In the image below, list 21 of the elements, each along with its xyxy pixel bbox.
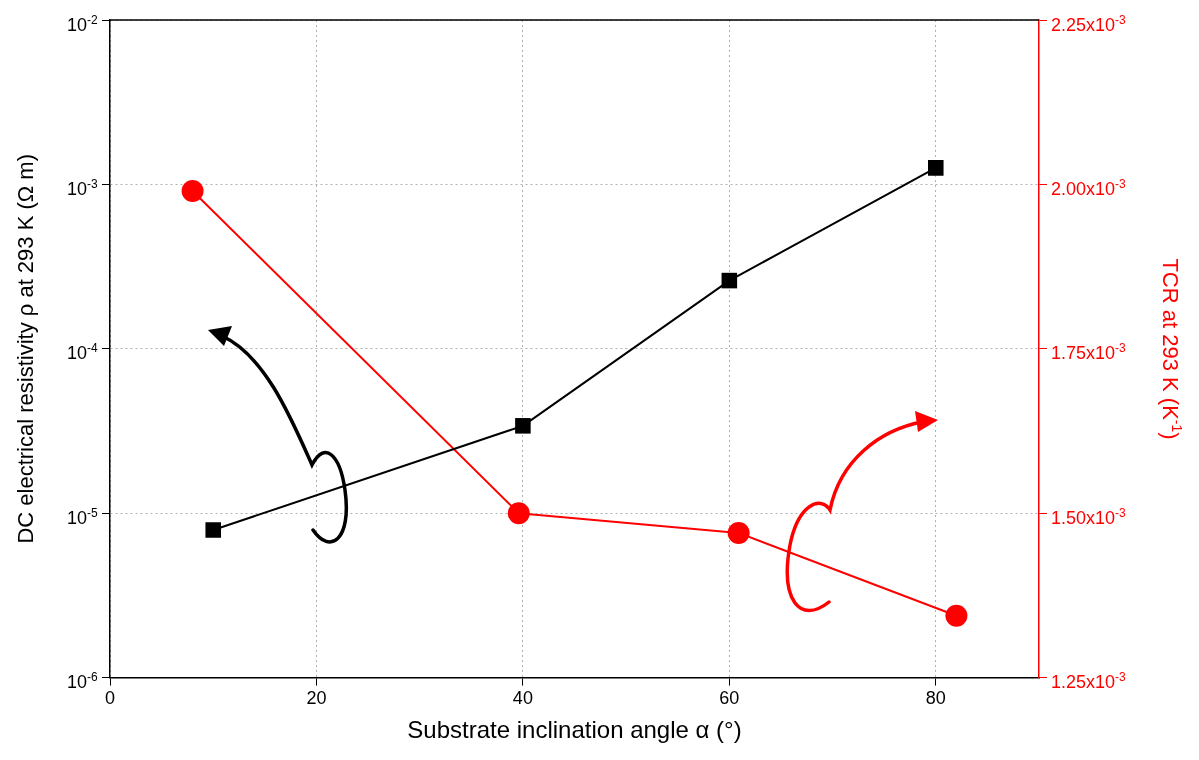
- point: [928, 160, 944, 176]
- x-tick-label: 40: [512, 688, 533, 709]
- y-tick-label: 10$^{-2}$: [67, 11, 98, 35]
- y-tick-label: 10$^{-4}$: [67, 340, 98, 364]
- y-tick-label: 10$^{-6}$: [67, 669, 98, 693]
- point: [721, 272, 738, 289]
- point: [205, 522, 221, 538]
- y2-tick-label: 2.00x10$^{-3}$: [1051, 175, 1126, 199]
- x-tick-label: 0: [104, 688, 116, 709]
- y-axis-title: DC electrical resistivity ρ at 293 K (Ω m): [13, 154, 39, 544]
- x-tick-label: 80: [925, 688, 946, 709]
- x-tick-label: 20: [306, 688, 327, 709]
- y2-tick-label: 1.75x10$^{-3}$: [1051, 340, 1126, 364]
- y2-tick-label: 1.50x10$^{-3}$: [1051, 504, 1126, 528]
- x-tick-label: 60: [719, 688, 740, 709]
- y-tick-label: 10$^{-3}$: [67, 175, 98, 199]
- x-axis-title: Substrate inclination angle α (°): [407, 716, 742, 744]
- point: [515, 418, 531, 434]
- y2-tick-label: 1.25x10$^{-3}$: [1051, 669, 1126, 693]
- y-tick-label: 10$^{-5}$: [67, 504, 98, 528]
- y2-tick-label: 2.25x10$^{-3}$: [1051, 11, 1126, 35]
